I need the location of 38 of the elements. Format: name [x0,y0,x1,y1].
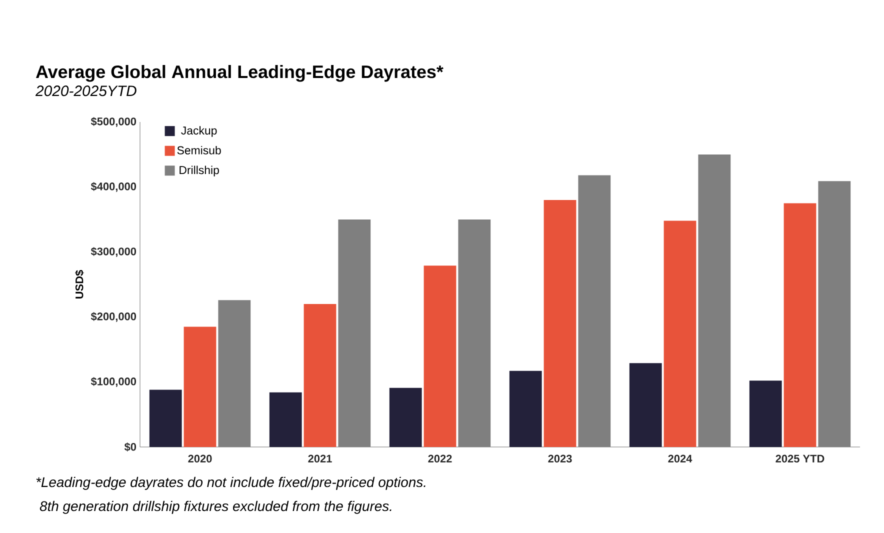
bar [818,181,851,447]
bar [458,219,491,447]
bar [424,266,456,447]
bar [509,370,542,447]
chart-title: Average Global Annual Leading-Edge Dayrates* [36,64,444,82]
bar [304,304,336,447]
bar [629,363,662,447]
y-tick-label: $0 [124,442,136,452]
bar [218,300,251,447]
y-tick-label: $300,000 [90,247,136,257]
text: *Leading-edge dayrates do not include fixed/pre-priced options. [36,476,426,490]
text: 8th generation drillship fixtures excluded from the figures. [40,500,392,514]
bar [184,326,216,447]
chart-subtitle: 2020-2025YTD [35,86,136,96]
bar [149,390,182,447]
x-tick-label: 2022 [428,454,452,463]
bar [749,380,782,447]
x-tick-label: 2020 [188,454,212,463]
x-tick-label: 2025 YTD [776,454,824,463]
y-tick-label: $200,000 [90,312,136,322]
bar [698,154,731,447]
y-tick-label: $100,000 [90,377,136,387]
x-tick-label: 2023 [548,454,572,463]
bar [784,203,816,447]
y-tick-label: $500,000 [90,117,136,127]
bar [578,175,611,447]
bar [544,200,576,447]
bar [269,392,302,447]
y-axis-title: USD$ [75,270,84,298]
bar [338,219,371,447]
legend-label: Drillship [180,166,219,176]
x-tick-label: 2021 [308,454,332,463]
bar [389,388,422,447]
bar [664,220,696,447]
legend-label: Jackup [181,126,217,137]
y-tick-label: $400,000 [90,182,136,192]
x-tick-label: 2024 [668,454,692,463]
legend-label: Semisub [177,146,221,154]
